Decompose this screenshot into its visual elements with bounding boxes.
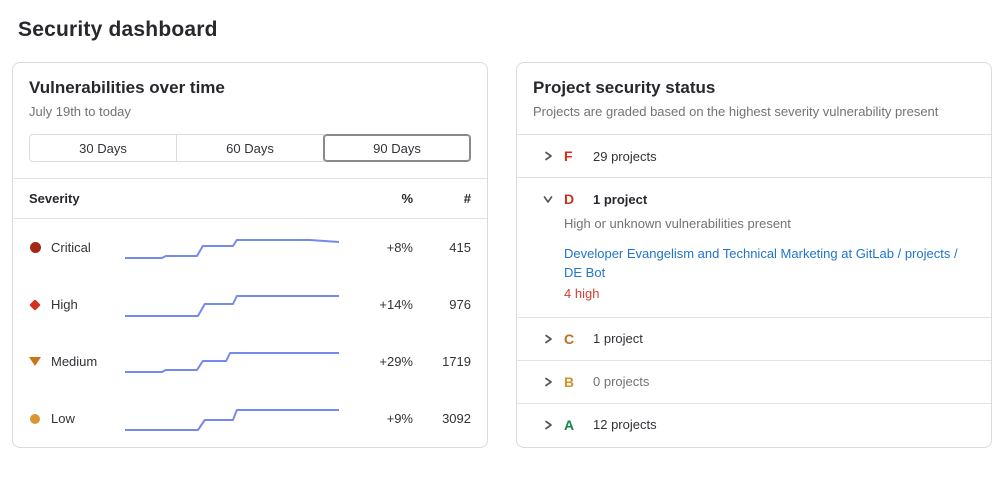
- high-sparkline-chart: [125, 285, 339, 325]
- grade-project-count: 29 projects: [593, 148, 657, 164]
- range-button-90-days[interactable]: 90 Days: [323, 134, 471, 162]
- severity-table: Severity % # Critical +8% 415: [13, 178, 487, 447]
- status-card-title: Project security status: [533, 78, 716, 97]
- grade-block-b: B 0 projects: [517, 361, 991, 404]
- percent-change-value: +14%: [379, 297, 413, 312]
- project-link[interactable]: Developer Evangelism and Technical Marke…: [564, 246, 958, 280]
- grade-letter-b: B: [564, 373, 575, 390]
- grade-row-f[interactable]: F 29 projects: [517, 135, 991, 177]
- vuln-card-title: Vulnerabilities over time: [29, 78, 225, 97]
- chevron-down-icon: [543, 196, 553, 203]
- severity-label: High: [51, 297, 78, 312]
- grade-row-d[interactable]: D 1 project: [517, 178, 991, 220]
- grade-row-c[interactable]: C 1 project: [517, 318, 991, 360]
- grade-block-c: C 1 project: [517, 318, 991, 361]
- grade-project-count: 1 project: [593, 191, 648, 207]
- severity-low-icon: [29, 413, 41, 424]
- grade-block-d: D 1 project High or unknown vulnerabilit…: [517, 178, 991, 318]
- critical-sparkline-chart: [125, 228, 339, 268]
- table-row-high: High +14% 976: [13, 276, 487, 333]
- grade-letter-d: D: [564, 191, 575, 207]
- grade-letter-c: C: [564, 330, 575, 347]
- chevron-right-icon: [545, 420, 552, 430]
- medium-sparkline-chart: [125, 342, 339, 382]
- chevron-right-icon: [545, 151, 552, 161]
- vulnerabilities-over-time-card: Vulnerabilities over time July 19th to t…: [12, 62, 488, 448]
- severity-table-header: Severity % #: [13, 179, 487, 219]
- grade-project-count: 0 projects: [593, 374, 650, 390]
- table-row-critical: Critical +8% 415: [13, 219, 487, 276]
- grade-d-expanded-detail: High or unknown vulnerabilities present …: [517, 216, 991, 317]
- grade-project-count: 12 projects: [593, 417, 657, 433]
- severity-column-header: Severity: [29, 191, 80, 206]
- grade-block-f: F 29 projects: [517, 135, 991, 178]
- percent-change-value: +29%: [379, 354, 413, 369]
- chevron-right-icon: [545, 377, 552, 387]
- grade-row-b[interactable]: B 0 projects: [517, 361, 991, 403]
- grade-project-count: 1 project: [593, 331, 643, 347]
- range-button-60-days[interactable]: 60 Days: [176, 134, 324, 162]
- range-button-30-days[interactable]: 30 Days: [29, 134, 177, 162]
- security-dashboard-page: Security dashboard Vulnerabilities over …: [12, 18, 992, 448]
- vulnerability-count-value: 415: [449, 240, 471, 255]
- table-row-medium: Medium +29% 1719: [13, 333, 487, 390]
- grade-block-a: A 12 projects: [517, 404, 991, 446]
- percent-change-value: +9%: [386, 411, 413, 426]
- vulnerability-count-value: 3092: [442, 411, 471, 426]
- vulnerability-count-value: 976: [449, 297, 471, 312]
- status-card-subtitle: Projects are graded based on the highest…: [533, 104, 939, 119]
- severity-label: Critical: [51, 240, 91, 255]
- grade-d-description: High or unknown vulnerabilities present: [564, 216, 791, 231]
- severity-label: Medium: [51, 354, 98, 369]
- table-row-low: Low +9% 3092: [13, 390, 487, 447]
- percent-change-value: +8%: [386, 240, 413, 255]
- severity-high-icon: [29, 298, 41, 311]
- vuln-card-date-range: July 19th to today: [29, 104, 131, 119]
- low-sparkline-chart: [125, 399, 339, 439]
- day-range-segmented-control: 30 Days 60 Days 90 Days: [29, 134, 471, 162]
- chevron-right-icon: [545, 334, 552, 344]
- vulnerability-count-value: 1719: [442, 354, 471, 369]
- grade-letter-a: A: [564, 416, 575, 433]
- grade-row-a[interactable]: A 12 projects: [517, 404, 991, 446]
- page-title: Security dashboard: [18, 18, 218, 41]
- grade-letter-f: F: [564, 148, 573, 164]
- project-vulnerability-summary: 4 high: [564, 285, 600, 301]
- severity-label: Low: [51, 411, 75, 426]
- percent-column-header: %: [401, 191, 413, 206]
- severity-medium-icon: [29, 357, 41, 366]
- count-column-header: #: [463, 191, 471, 206]
- project-security-status-card: Project security status Projects are gra…: [516, 62, 992, 448]
- severity-critical-icon: [29, 242, 41, 253]
- grade-accordion: F 29 projects D 1 project High or unknow…: [517, 134, 991, 446]
